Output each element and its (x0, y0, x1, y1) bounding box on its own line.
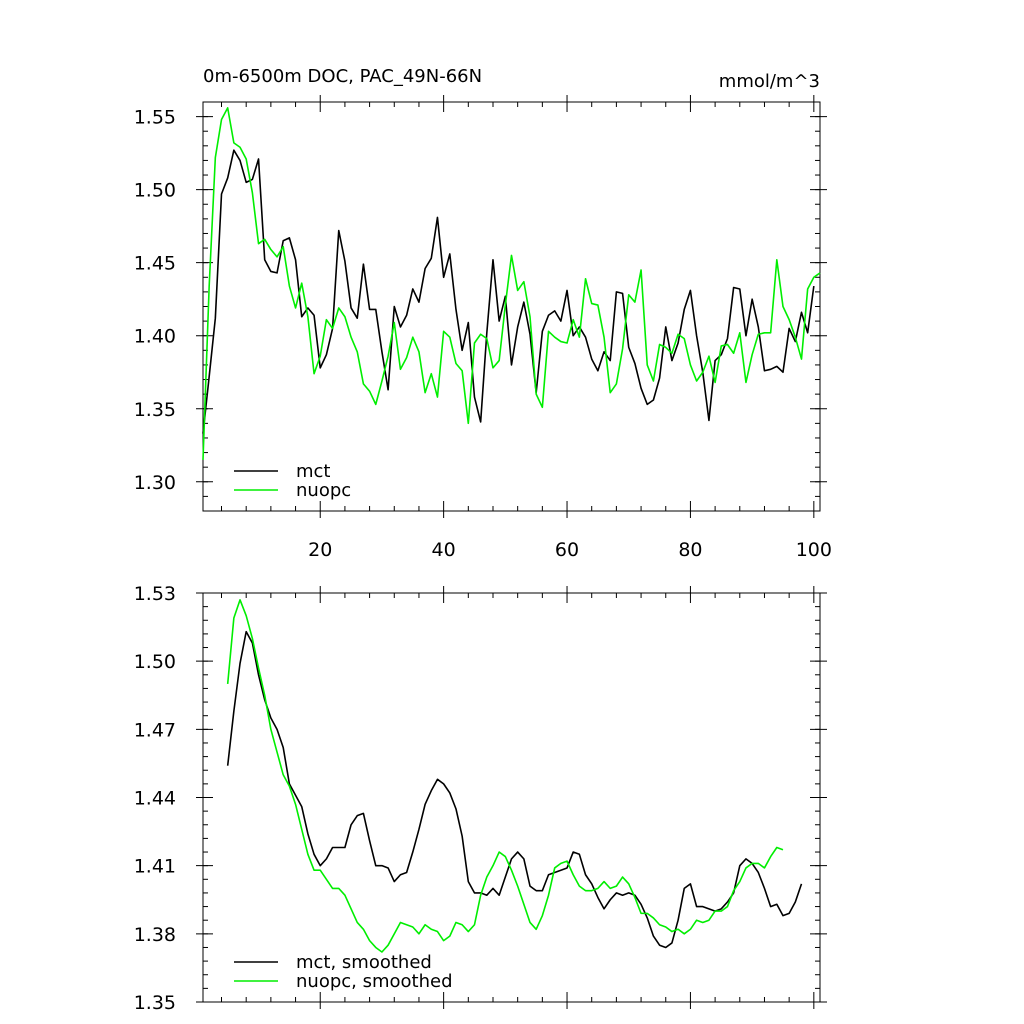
y-tick-label: 1.38 (134, 924, 176, 946)
series-line-nuopc (202, 107, 821, 460)
y-tick-label: 1.41 (134, 856, 176, 878)
y-tick-label: 1.50 (134, 180, 176, 202)
y-tick-label: 1.50 (134, 651, 176, 673)
legend-label: nuopc (296, 480, 351, 501)
legend-label: mct, smoothed (296, 952, 432, 973)
x-tick-label: 20 (308, 539, 332, 561)
y-tick-label: 1.44 (134, 788, 176, 810)
top-series-lines (202, 107, 821, 460)
y-tick-label: 1.47 (134, 719, 176, 741)
top-panel: 0m-6500m DOC, PAC_49N-66N mmol/m^3 1.301… (134, 66, 832, 561)
y-tick-label: 1.45 (134, 253, 176, 275)
bottom-series-lines (226, 599, 803, 953)
x-tick-label: 40 (432, 539, 456, 561)
units-label: mmol/m^3 (719, 71, 820, 92)
y-tick-label: 1.35 (134, 399, 176, 421)
bottom-axis-ticks: 1.35 1.38 1.41 1.44 1.47 1.50 1.53 (134, 583, 827, 1014)
legend-label: mct (296, 461, 331, 482)
x-tick-label: 80 (678, 539, 702, 561)
bottom-plot-frame (202, 592, 821, 1003)
x-tick-label: 60 (555, 539, 579, 561)
legend-label: nuopc, smoothed (296, 971, 453, 992)
bottom-panel: 1.35 1.38 1.41 1.44 1.47 1.50 1.53 mct, smooth… (134, 583, 827, 1014)
chart-title: 0m-6500m DOC, PAC_49N-66N (203, 66, 482, 87)
series-line-nuopc-smoothed (226, 599, 784, 953)
y-tick-label: 1.53 (134, 583, 176, 605)
top-axis-ticks: 1.30 1.35 1.40 1.45 1.50 1.55 20 40 60 80 100 (134, 95, 832, 561)
y-tick-label: 1.40 (134, 326, 176, 348)
y-tick-label: 1.30 (134, 472, 176, 494)
x-tick-label: 100 (796, 539, 832, 561)
series-line-mct-smoothed (226, 630, 803, 949)
y-tick-label: 1.55 (134, 107, 176, 129)
series-line-mct (202, 149, 815, 434)
y-tick-label: 1.35 (134, 992, 176, 1014)
